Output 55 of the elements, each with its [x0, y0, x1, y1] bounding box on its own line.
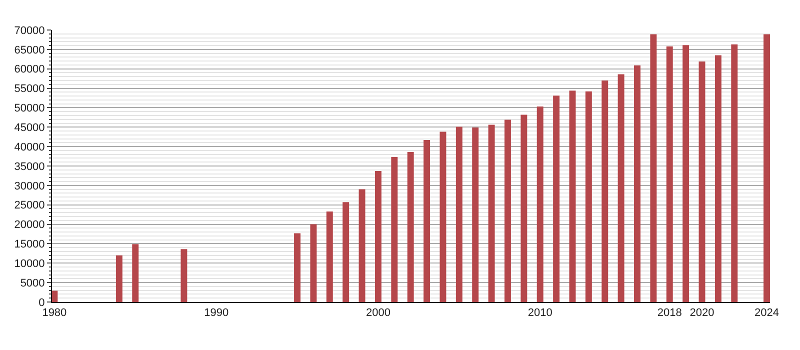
bar: [132, 244, 139, 302]
bar: [116, 255, 122, 302]
y-tick-label: 30000: [14, 180, 45, 192]
bar: [342, 202, 350, 302]
bar: [520, 114, 528, 302]
bar: [472, 128, 479, 302]
x-tick-label: 2020: [690, 307, 714, 320]
bar: [714, 55, 722, 302]
bar: [504, 120, 511, 302]
bar: [326, 211, 333, 302]
y-tick-label: 50000: [14, 102, 45, 115]
x-tick-label: 1980: [42, 307, 67, 320]
y-tick-label: 40000: [14, 141, 45, 154]
bar: [440, 132, 446, 302]
bar: [310, 224, 317, 302]
bar: [764, 34, 770, 302]
y-tick-label: 65000: [14, 44, 45, 56]
bar: [698, 61, 706, 302]
y-tick-label: 60000: [14, 64, 45, 76]
y-tick-label: 0: [38, 296, 45, 309]
y-tick-label: 10000: [14, 258, 45, 270]
x-tick-label: 2024: [754, 307, 779, 320]
bar: [180, 249, 188, 302]
y-tick-label: 70000: [14, 24, 45, 37]
bar: [294, 233, 301, 302]
bar: [536, 106, 544, 302]
bar: [52, 290, 58, 302]
y-tick-label: 20000: [14, 219, 45, 232]
bar: [731, 44, 738, 302]
x-tick-label: 2018: [657, 307, 682, 320]
bar: [569, 90, 576, 302]
bar: [618, 74, 624, 302]
bar: [650, 34, 657, 302]
bar: [553, 96, 560, 302]
bar: [682, 45, 690, 302]
y-tick-label: 25000: [14, 200, 45, 212]
bar: [374, 171, 382, 302]
bar: [456, 126, 462, 302]
bar: [585, 91, 592, 302]
bar: [424, 140, 430, 302]
bar: [391, 157, 398, 302]
y-tick-label: 45000: [14, 122, 45, 134]
bar: [666, 46, 673, 302]
y-tick-label: 55000: [14, 83, 45, 96]
bar: [634, 65, 640, 302]
bar: [602, 80, 608, 302]
y-tick-label: 5000: [20, 277, 45, 290]
x-tick-label: 2000: [366, 307, 390, 320]
x-tick-label: 1990: [204, 307, 229, 320]
bar: [358, 189, 366, 302]
y-tick-label: 15000: [14, 238, 45, 251]
y-tick-label: 35000: [14, 160, 45, 173]
bar: [407, 152, 414, 302]
bar: [488, 124, 495, 302]
x-tick-label: 2010: [528, 307, 552, 320]
